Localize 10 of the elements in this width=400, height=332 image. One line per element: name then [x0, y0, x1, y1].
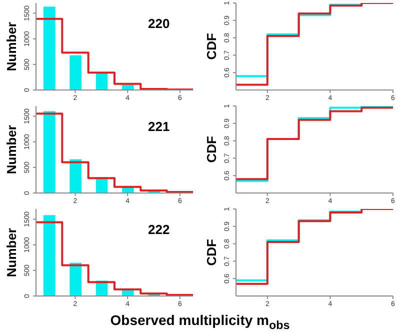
annotation: 220	[148, 16, 170, 31]
y-axis-title: Number	[4, 228, 18, 278]
y-axis-title: CDF	[204, 239, 218, 266]
x-axis-title: Observed multiplicity m$_{obs}$	[109, 312, 291, 332]
y-axis-title: CDF	[204, 33, 218, 60]
y-axis-title: Number	[4, 22, 18, 72]
annotation: 222	[148, 222, 170, 237]
annotation: 221	[148, 119, 170, 134]
y-axis-title: Number	[4, 124, 18, 174]
y-axis-title: CDF	[204, 136, 218, 163]
